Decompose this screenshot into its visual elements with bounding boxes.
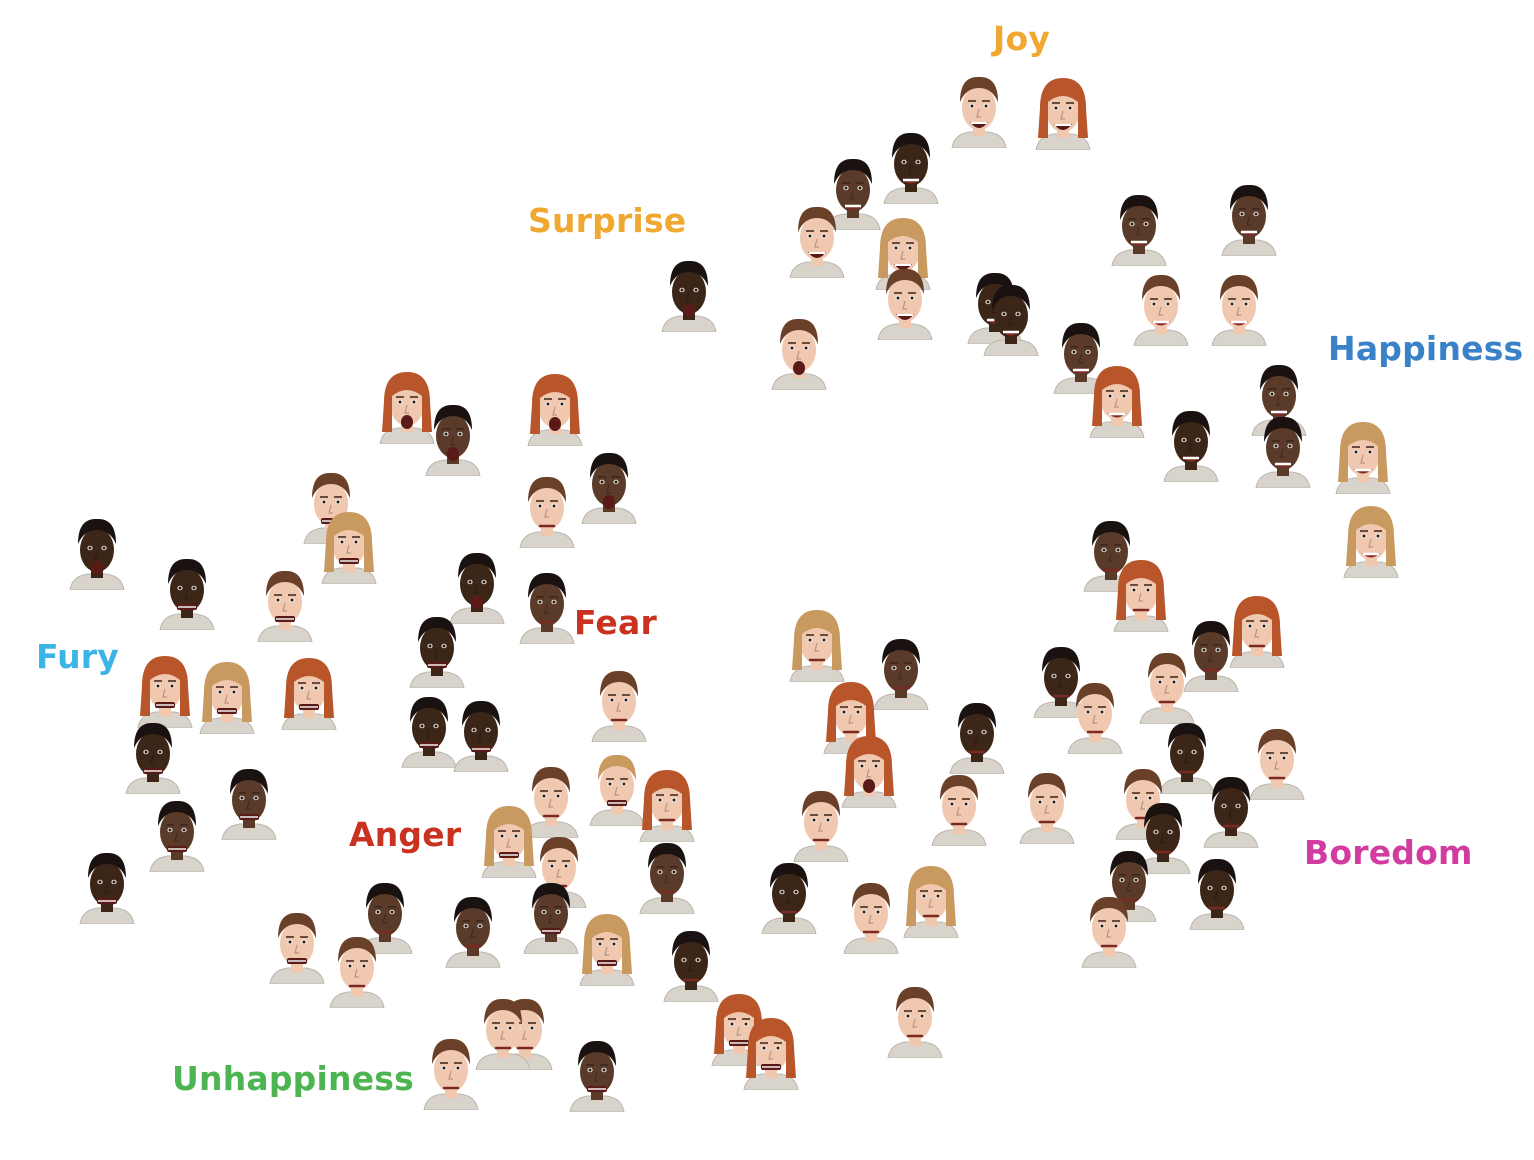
face-thumbnail bbox=[1064, 676, 1126, 754]
face-thumbnail bbox=[1340, 500, 1402, 578]
face-thumbnail bbox=[156, 552, 218, 630]
face-thumbnail bbox=[146, 794, 208, 872]
face-thumbnail bbox=[660, 924, 722, 1002]
face-thumbnail bbox=[266, 906, 328, 984]
face-thumbnail bbox=[1032, 72, 1094, 150]
face-thumbnail bbox=[880, 126, 942, 204]
face-thumbnail bbox=[254, 564, 316, 642]
face-thumbnail bbox=[822, 152, 884, 230]
face-thumbnail bbox=[1180, 614, 1242, 692]
face-thumbnail bbox=[398, 690, 460, 768]
face-thumbnail bbox=[516, 470, 578, 548]
face-thumbnail bbox=[1246, 722, 1308, 800]
face-thumbnail bbox=[278, 652, 340, 730]
face-thumbnail bbox=[1186, 852, 1248, 930]
face-thumbnail bbox=[218, 762, 280, 840]
face-thumbnail bbox=[478, 800, 540, 878]
face-thumbnail bbox=[1108, 188, 1170, 266]
face-thumbnail bbox=[1200, 770, 1262, 848]
face-thumbnail bbox=[566, 1034, 628, 1112]
label-fury: Fury bbox=[36, 637, 119, 676]
label-unhappiness: Unhappiness bbox=[172, 1059, 414, 1098]
face-thumbnail bbox=[838, 730, 900, 808]
face-thumbnail bbox=[900, 860, 962, 938]
face-thumbnail bbox=[786, 200, 848, 278]
face-thumbnail bbox=[422, 398, 484, 476]
face-thumbnail bbox=[376, 366, 438, 444]
face-thumbnail bbox=[1208, 268, 1270, 346]
face-thumbnail bbox=[1132, 796, 1194, 874]
face-thumbnail bbox=[786, 604, 848, 682]
face-thumbnail bbox=[586, 748, 648, 826]
label-boredom: Boredom bbox=[1304, 833, 1473, 872]
face-thumbnail bbox=[446, 546, 508, 624]
label-surprise: Surprise bbox=[528, 201, 687, 240]
face-thumbnail bbox=[442, 890, 504, 968]
face-thumbnail bbox=[874, 262, 936, 340]
face-thumbnail bbox=[1110, 554, 1172, 632]
face-thumbnail bbox=[1332, 416, 1394, 494]
face-thumbnail bbox=[578, 446, 640, 524]
face-thumbnail bbox=[122, 716, 184, 794]
face-thumbnail bbox=[318, 506, 380, 584]
face-thumbnail bbox=[472, 992, 534, 1070]
face-thumbnail bbox=[1218, 178, 1280, 256]
face-thumbnail bbox=[1160, 404, 1222, 482]
face-thumbnail bbox=[1252, 410, 1314, 488]
face-thumbnail bbox=[658, 254, 720, 332]
label-joy: Joy bbox=[993, 19, 1051, 58]
face-thumbnail bbox=[196, 656, 258, 734]
face-thumbnail bbox=[450, 694, 512, 772]
face-thumbnail bbox=[516, 566, 578, 644]
face-thumbnail bbox=[870, 632, 932, 710]
face-thumbnail bbox=[790, 784, 852, 862]
face-thumbnail bbox=[928, 768, 990, 846]
face-thumbnail bbox=[948, 70, 1010, 148]
face-thumbnail bbox=[1086, 360, 1148, 438]
face-thumbnail bbox=[768, 312, 830, 390]
face-thumbnail bbox=[588, 664, 650, 742]
face-thumbnail bbox=[524, 368, 586, 446]
face-thumbnail bbox=[1226, 590, 1288, 668]
face-thumbnail bbox=[420, 1032, 482, 1110]
label-fear: Fear bbox=[574, 603, 657, 642]
face-thumbnail bbox=[406, 610, 468, 688]
face-thumbnail bbox=[576, 908, 638, 986]
face-thumbnail bbox=[1016, 766, 1078, 844]
face-thumbnail bbox=[1130, 268, 1192, 346]
face-thumbnail bbox=[1030, 640, 1092, 718]
face-thumbnail bbox=[326, 930, 388, 1008]
face-thumbnail bbox=[636, 764, 698, 842]
face-thumbnail bbox=[636, 836, 698, 914]
face-thumbnail bbox=[520, 876, 582, 954]
face-thumbnail bbox=[1078, 890, 1140, 968]
face-thumbnail bbox=[840, 876, 902, 954]
label-anger: Anger bbox=[349, 815, 462, 854]
face-thumbnail bbox=[76, 846, 138, 924]
face-thumbnail bbox=[1156, 716, 1218, 794]
face-thumbnail bbox=[758, 856, 820, 934]
face-thumbnail bbox=[1136, 646, 1198, 724]
face-thumbnail bbox=[946, 696, 1008, 774]
face-thumbnail bbox=[980, 278, 1042, 356]
face-thumbnail bbox=[740, 1012, 802, 1090]
face-thumbnail bbox=[884, 980, 946, 1058]
label-happiness: Happiness bbox=[1328, 329, 1524, 368]
face-thumbnail bbox=[520, 760, 582, 838]
face-thumbnail bbox=[66, 512, 128, 590]
